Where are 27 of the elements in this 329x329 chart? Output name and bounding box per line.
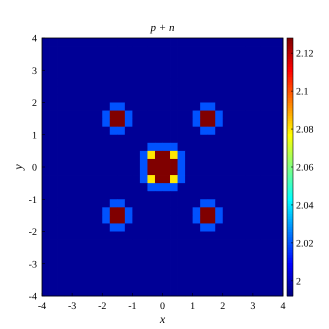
y-tick-label: 4 [32,34,37,44]
y-tick-label: 2 [32,98,37,109]
x-tick-label: 0 [160,301,165,312]
color-bar-label: 2.08 [296,124,314,136]
y-tick-label: 1 [32,130,37,142]
x-tick-label: -3 [68,301,76,312]
x-tick-label: -2 [98,301,106,312]
color-bar-label: 2.1 [296,86,308,98]
chart-title: p + n [150,22,175,34]
y-tick-label: 0 [32,162,37,174]
x-tick-label: 3 [250,301,256,312]
x-tick-label: 2 [220,301,226,312]
y-tick-label: -4 [28,292,37,302]
color-bar-label: 2.02 [296,238,314,250]
color-bar-label: 2.06 [296,162,314,174]
color-bar-label: 2.04 [296,200,314,212]
y-tick-label: -3 [28,259,37,270]
y-tick-label: -2 [28,227,37,238]
x-tick-label: 1 [190,301,196,312]
y-tick-label: 3 [32,66,37,77]
y-axis-title: y [11,164,25,171]
x-tick-label: 4 [280,301,286,312]
y-tick-label: -1 [28,194,37,206]
color-bar-label: 2.12 [296,48,314,60]
x-axis-title: x [158,312,166,326]
x-tick-label: -1 [128,301,137,312]
color-bar-label: 2 [296,276,301,288]
